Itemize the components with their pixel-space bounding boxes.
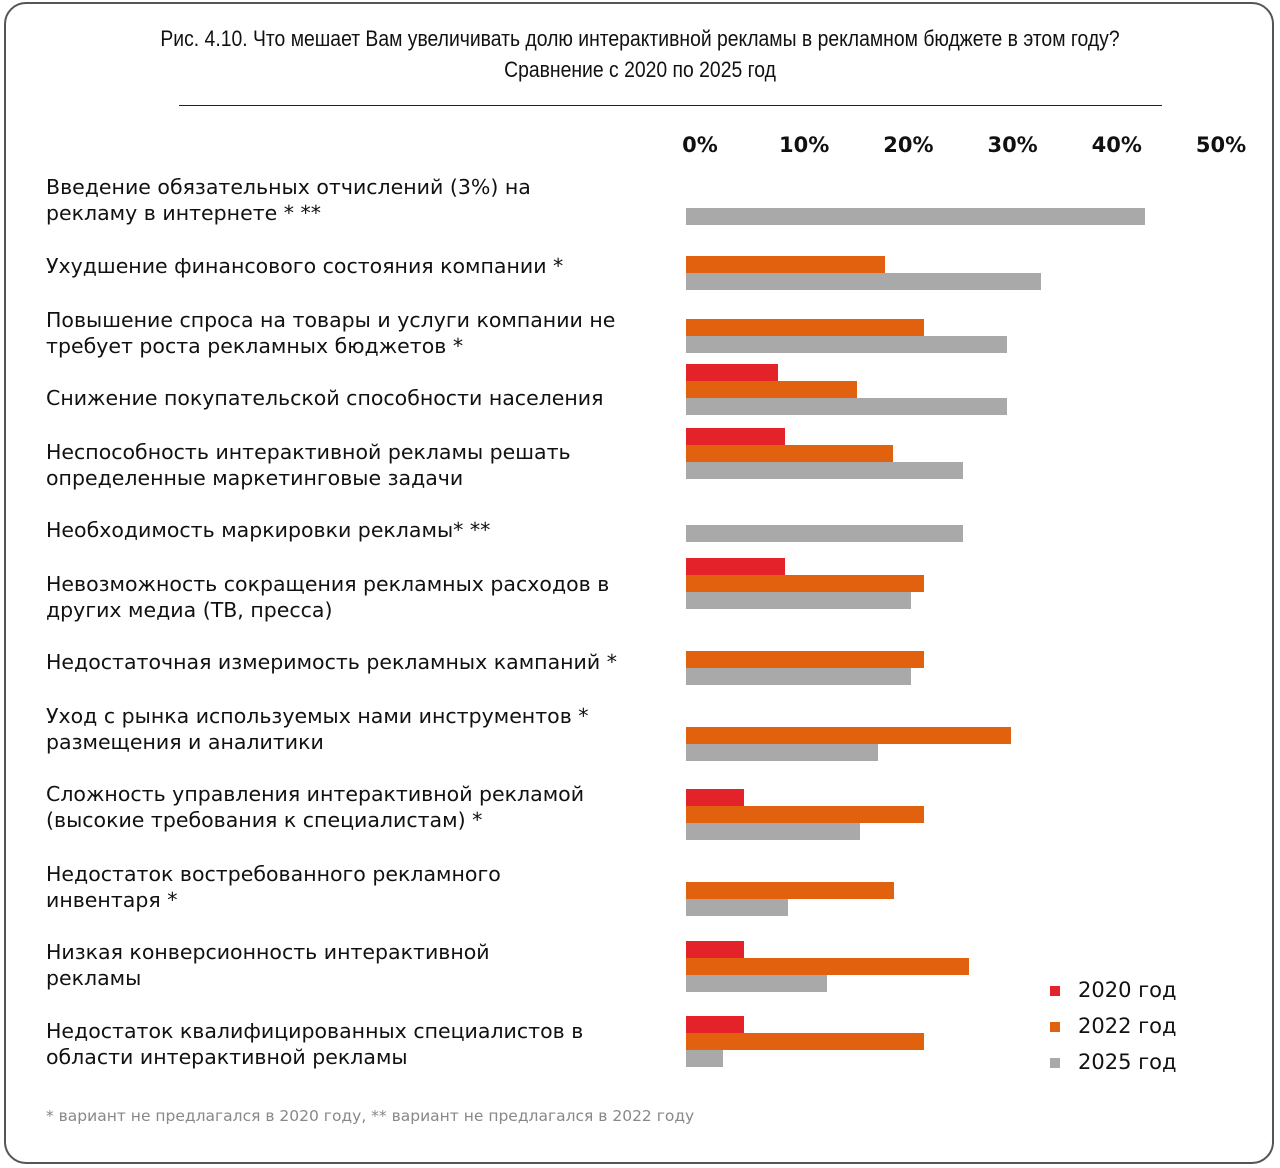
- x-tick-label: 20%: [883, 133, 934, 157]
- category-label: Введение обязательных отчислений (3%) на…: [46, 175, 531, 225]
- chart-subtitle: Сравнение с 2020 по 2025 год: [504, 57, 776, 82]
- bar-2022-год: [686, 1033, 924, 1050]
- category-label: Сложность управления интерактивной рекла…: [46, 782, 585, 832]
- x-tick-label: 40%: [1091, 133, 1142, 157]
- category-label: Недостаточная измеримость рекламных камп…: [46, 650, 617, 674]
- x-tick-label: 10%: [779, 133, 830, 157]
- category-label: Снижение покупательской способности насе…: [46, 386, 604, 410]
- legend-label: 2022 год: [1078, 1014, 1177, 1038]
- chart-title: Рис. 4.10. Что мешает Вам увеличивать до…: [160, 26, 1120, 51]
- footnote: * вариант не предлагался в 2020 году, **…: [46, 1107, 695, 1125]
- bar-2025-год: [686, 668, 912, 685]
- category-label: Ухудшение финансового состояния компании…: [46, 254, 564, 278]
- legend-item: 2022 год: [1050, 1014, 1177, 1038]
- title-rule: [179, 105, 1162, 106]
- bar-2025-год: [686, 823, 861, 840]
- bar-2025-год: [686, 336, 1008, 353]
- bar-2022-год: [686, 727, 1012, 744]
- bar-2020-год: [686, 558, 786, 575]
- legend-label: 2020 год: [1078, 978, 1177, 1002]
- bar-2025-год: [686, 899, 789, 916]
- bar-2022-год: [686, 575, 924, 592]
- bar-2020-год: [686, 789, 745, 806]
- bar-2020-год: [686, 941, 745, 958]
- bar-2025-год: [686, 592, 912, 609]
- category-label: Необходимость маркировки рекламы* **: [46, 518, 491, 542]
- legend-swatch: [1050, 986, 1060, 996]
- bar-2025-год: [686, 398, 1008, 415]
- legend-item: 2025 год: [1050, 1050, 1177, 1074]
- bar-2022-год: [686, 381, 858, 398]
- category-label: Невозможность сокращения рекламных расхо…: [46, 572, 610, 622]
- x-tick-label: 30%: [987, 133, 1038, 157]
- chart-frame: [4, 2, 1274, 1164]
- bar-2020-год: [686, 1016, 745, 1033]
- bar-2022-год: [686, 651, 924, 668]
- category-label: Повышение спроса на товары и услуги комп…: [46, 308, 616, 358]
- legend-swatch: [1050, 1058, 1060, 1068]
- category-label: Неспособность интерактивной рекламы реша…: [46, 440, 571, 490]
- bar-2020-год: [686, 428, 786, 445]
- bar-2022-год: [686, 958, 969, 975]
- category-label: Недостаток квалифицированных специалисто…: [46, 1019, 584, 1069]
- bar-2022-год: [686, 882, 894, 899]
- bar-2025-год: [686, 744, 878, 761]
- bar-2025-год: [686, 208, 1145, 225]
- legend-swatch: [1050, 1022, 1060, 1032]
- bar-2022-год: [686, 319, 924, 336]
- bar-2022-год: [686, 256, 886, 273]
- category-label: Уход с рынка используемых нами инструмен…: [46, 704, 589, 754]
- legend-label: 2025 год: [1078, 1050, 1177, 1074]
- bar-2022-год: [686, 445, 893, 462]
- bar-2025-год: [686, 1050, 723, 1067]
- x-tick-label: 0%: [682, 133, 718, 157]
- x-tick-label: 50%: [1195, 133, 1247, 157]
- category-label: Недостаток востребованного рекламного ин…: [46, 862, 501, 912]
- bar-2020-год: [686, 364, 778, 381]
- bar-2025-год: [686, 975, 827, 992]
- bar-2025-год: [686, 525, 964, 542]
- bar-2025-год: [686, 273, 1041, 290]
- category-label: Низкая конверсионность интерактивной рек…: [46, 940, 490, 990]
- bar-2025-год: [686, 462, 964, 479]
- bar-2022-год: [686, 806, 924, 823]
- legend-item: 2020 год: [1050, 978, 1177, 1002]
